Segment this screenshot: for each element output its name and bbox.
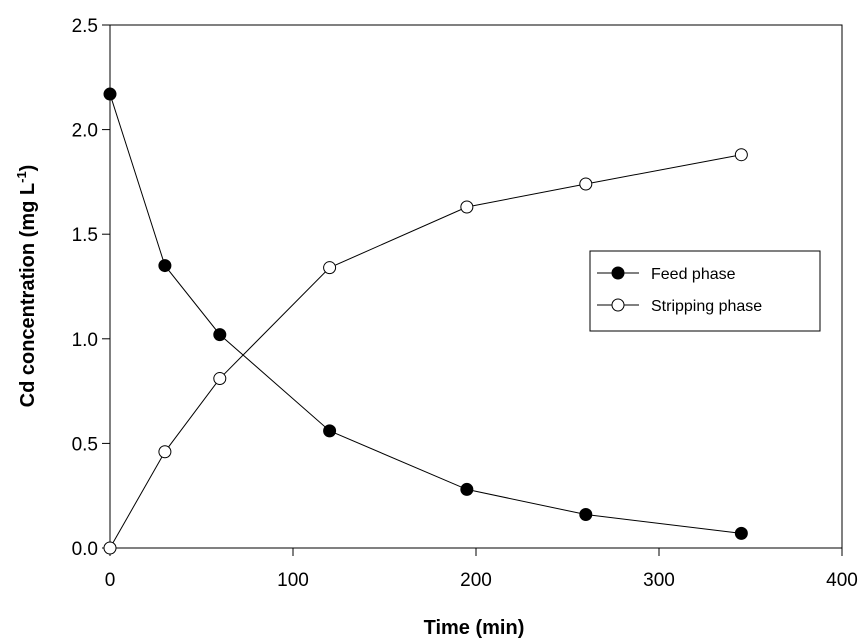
series-line-1 [109, 154, 742, 549]
legend-label-stripping: Stripping phase [651, 298, 762, 315]
data-point-series-0 [460, 482, 474, 496]
data-point-series-0 [323, 424, 337, 438]
data-point-series-0 [579, 508, 593, 522]
y-tick-label: 0.0 [72, 539, 98, 560]
y-tick-label: 1.5 [72, 225, 98, 246]
legend: Feed phase Stripping phase [589, 250, 821, 332]
data-point-series-1 [158, 445, 172, 459]
y-tick-label: 0.5 [72, 434, 98, 455]
data-point-series-0 [103, 87, 117, 101]
y-tick-label: 2.5 [72, 16, 98, 37]
y-axis-title: Cd concentration (mg L-1) [14, 165, 39, 408]
y-tick-label: 1.0 [72, 330, 98, 351]
legend-marker-feed [611, 266, 625, 280]
data-point-series-0 [213, 328, 227, 342]
x-tick-label: 400 [826, 570, 858, 591]
x-tick-label: 100 [277, 570, 309, 591]
data-point-series-0 [734, 526, 748, 540]
data-point-series-1 [103, 541, 117, 555]
x-tick-label: 0 [105, 570, 116, 591]
data-point-series-1 [323, 261, 337, 275]
x-tick-label: 300 [643, 570, 675, 591]
legend-marker-stripping [611, 298, 625, 312]
x-tick-label: 200 [460, 570, 492, 591]
data-point-series-0 [158, 259, 172, 273]
legend-label-feed: Feed phase [651, 266, 736, 283]
legend-box [589, 250, 821, 332]
data-point-series-1 [734, 148, 748, 162]
x-axis-title: Time (min) [424, 617, 525, 639]
data-point-series-1 [213, 372, 227, 386]
data-point-series-1 [460, 200, 474, 214]
data-point-series-1 [579, 177, 593, 191]
y-tick-label: 2.0 [72, 121, 98, 142]
